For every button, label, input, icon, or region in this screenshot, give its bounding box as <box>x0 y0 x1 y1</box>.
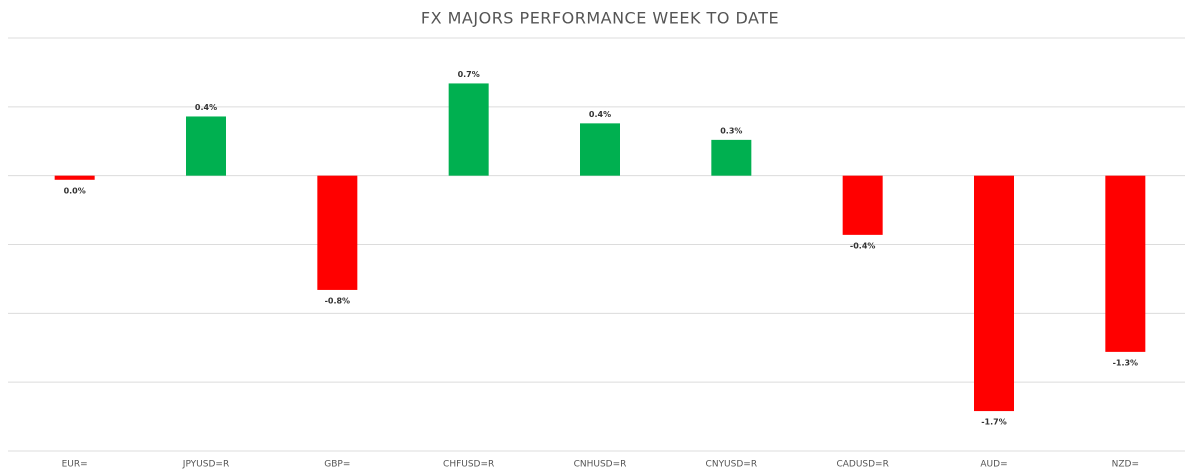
bar <box>317 175 358 290</box>
value-label: 0.7% <box>458 70 480 79</box>
value-label: -1.3% <box>1113 358 1139 367</box>
x-tick-label: AUD= <box>980 460 1007 470</box>
value-label: 0.4% <box>195 103 217 112</box>
bar <box>186 116 226 176</box>
bar <box>842 175 883 235</box>
x-tick-label: CNYUSD=R <box>706 460 758 470</box>
chart-title: FX MAJORS PERFORMANCE WEEK TO DATE <box>421 9 779 28</box>
value-label: 0.4% <box>589 110 611 119</box>
x-tick-label: GBP= <box>324 460 350 470</box>
bar <box>448 83 489 176</box>
bar <box>974 175 1014 412</box>
x-tick-label: CNHUSD=R <box>574 460 627 470</box>
value-label: -1.7% <box>981 418 1007 427</box>
x-tick-label: CHFUSD=R <box>443 460 494 470</box>
x-tick-label: CADUSD=R <box>836 460 888 470</box>
bar <box>1105 175 1146 352</box>
value-label: -0.8% <box>325 296 351 305</box>
x-tick-label: JPYUSD=R <box>182 460 229 470</box>
value-label: 0.3% <box>720 126 742 135</box>
value-label: 0.0% <box>64 186 86 195</box>
value-label: -0.4% <box>850 241 876 250</box>
bar <box>54 175 95 180</box>
x-tick-label: NZD= <box>1112 460 1139 470</box>
bar <box>580 123 620 176</box>
x-tick-label: EUR= <box>62 460 88 470</box>
bar <box>711 139 752 176</box>
